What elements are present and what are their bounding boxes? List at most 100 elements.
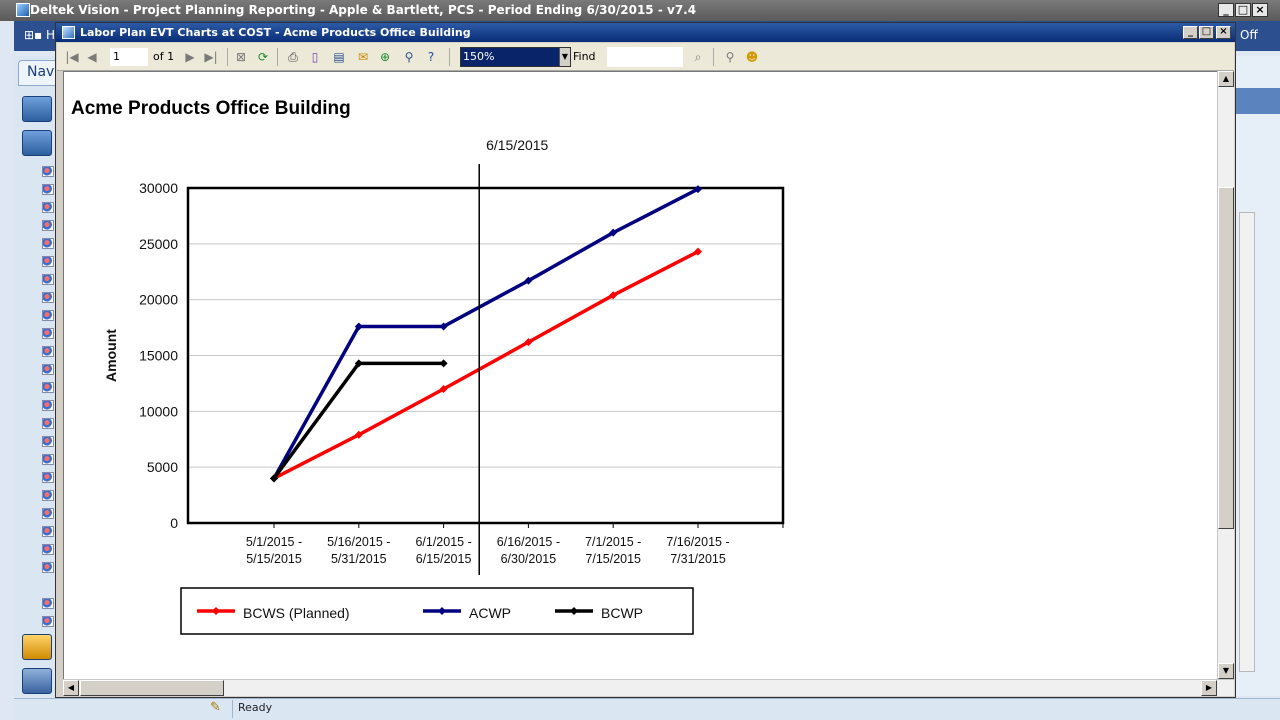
find-next-icon[interactable]: ⚲	[725, 50, 735, 64]
app-title: Deltek Vision - Project Planning Reporti…	[30, 3, 697, 17]
scroll-left-icon[interactable]: ◀	[63, 680, 79, 696]
right-toggle-label[interactable]: Off	[1240, 28, 1258, 42]
legend-label: BCWS (Planned)	[243, 605, 350, 621]
app-menu-button[interactable]: ⊞▪ H	[24, 28, 56, 42]
deltek-logo-icon	[16, 3, 30, 17]
right-panel-scrollbar[interactable]	[1239, 212, 1255, 672]
app-minimize-button[interactable]: _	[1218, 3, 1234, 17]
chevron-down-icon[interactable]: ▼	[559, 48, 570, 66]
previous-page-icon[interactable]: ◀	[87, 50, 97, 64]
viewer-title-bar[interactable]: Labor Plan EVT Charts at COST - Acme Pro…	[56, 23, 1235, 42]
status-separator	[232, 700, 233, 718]
report-item-icon[interactable]	[42, 166, 54, 177]
plot-frame	[186, 186, 785, 525]
tools-icon[interactable]	[22, 668, 52, 694]
series-line	[273, 250, 699, 480]
report-item-icon[interactable]	[42, 382, 54, 393]
export-icon[interactable]: ✉	[357, 50, 369, 64]
x-tick-label: 7/1/2015 -	[585, 535, 641, 549]
x-tick-label: 6/30/2015	[501, 552, 557, 566]
viewer-title: Labor Plan EVT Charts at COST - Acme Pro…	[80, 26, 471, 39]
page-setup-icon[interactable]: ▯	[311, 50, 319, 64]
new-document-icon[interactable]: ⊕	[379, 50, 391, 64]
legend-marker	[212, 607, 220, 615]
report-item-icon[interactable]	[42, 598, 54, 609]
refresh-icon[interactable]: ⟳	[257, 50, 269, 64]
stop-icon[interactable]: ⊠	[235, 50, 247, 64]
report-item-icon[interactable]	[42, 616, 54, 627]
app-maximize-button[interactable]: □	[1235, 3, 1251, 17]
pencil-icon: ✎	[210, 700, 221, 715]
period-marker-label: 6/15/2015	[486, 137, 548, 153]
x-tick-label: 5/15/2015	[246, 552, 302, 566]
right-panel-header	[1236, 88, 1280, 114]
legend-label: ACWP	[469, 605, 511, 621]
report-item-icon[interactable]	[42, 346, 54, 357]
report-item-icon[interactable]	[42, 292, 54, 303]
report-item-icon[interactable]	[42, 400, 54, 411]
report-item-icon[interactable]	[42, 562, 54, 573]
report-folder-icon[interactable]	[22, 96, 52, 122]
status-text: Ready	[238, 701, 273, 714]
report-item-icon[interactable]	[42, 490, 54, 501]
report-item-icon[interactable]	[42, 526, 54, 537]
report-item-icon[interactable]	[42, 238, 54, 249]
data-point	[524, 338, 533, 347]
data-point	[270, 474, 278, 483]
page-number-input[interactable]: 1	[110, 48, 148, 66]
smiley-icon[interactable]: ☻	[745, 50, 759, 64]
zoom-select[interactable]: 150%	[460, 47, 571, 67]
zoom-icon[interactable]: ⚲	[404, 50, 414, 64]
reports-icon[interactable]	[22, 130, 52, 156]
report-item-icon[interactable]	[42, 508, 54, 519]
report-item-icon[interactable]	[42, 274, 54, 285]
last-page-icon[interactable]: ▶|	[204, 50, 218, 64]
report-item-icon[interactable]	[42, 184, 54, 195]
report-item-icon[interactable]	[42, 310, 54, 321]
data-point	[439, 385, 448, 393]
horizontal-scrollbar[interactable]: ◀ ▶	[63, 679, 1234, 696]
report-item-icon[interactable]	[42, 544, 54, 555]
series-line	[272, 361, 444, 480]
toolbar-separator	[227, 48, 228, 66]
binoculars-icon[interactable]: ⌕	[694, 50, 702, 64]
scroll-up-icon[interactable]: ▲	[1218, 71, 1234, 87]
scroll-down-icon[interactable]: ▼	[1218, 663, 1234, 679]
print-icon[interactable]: ⎙	[288, 50, 298, 64]
vertical-scrollbar[interactable]: ▲ ▼	[1217, 71, 1234, 680]
report-item-icon[interactable]	[42, 418, 54, 429]
hardhat-icon[interactable]	[22, 634, 52, 660]
vertical-scroll-thumb[interactable]	[1218, 187, 1234, 529]
report-item-icon[interactable]	[42, 472, 54, 483]
x-tick-label: 7/15/2015	[585, 552, 641, 566]
find-label: Find	[573, 50, 596, 63]
report-item-icon[interactable]	[42, 256, 54, 267]
report-canvas: Acme Products Office Building 0 5000 10000…	[63, 71, 1230, 680]
viewer-close-button[interactable]: ×	[1216, 26, 1231, 39]
report-item-icon[interactable]	[42, 328, 54, 339]
help-icon[interactable]: ?	[427, 50, 435, 64]
data-point	[354, 359, 363, 368]
next-page-icon[interactable]: ▶	[185, 50, 195, 64]
evt-line-chart: 0 5000 10000 15000 20000 25000 30000 Amount 5/1/…	[103, 137, 785, 635]
scroll-right-icon[interactable]: ▶	[1201, 680, 1217, 696]
layout-icon[interactable]: ▤	[333, 50, 345, 64]
x-tick-label: 5/16/2015 -	[327, 535, 390, 549]
viewer-minimize-button[interactable]: _	[1183, 26, 1198, 39]
report-item-icon[interactable]	[42, 364, 54, 375]
report-item-icon[interactable]	[42, 436, 54, 447]
data-point	[524, 276, 533, 285]
legend-marker	[438, 607, 446, 615]
y-tick-label: 25000	[139, 236, 178, 252]
first-page-icon[interactable]: |◀	[65, 50, 79, 64]
report-item-icon[interactable]	[42, 202, 54, 213]
x-tick-label: 6/16/2015 -	[497, 535, 560, 549]
x-tick-label: 7/31/2015	[670, 552, 726, 566]
find-input[interactable]	[607, 47, 683, 67]
app-close-button[interactable]: ×	[1252, 3, 1268, 17]
viewer-maximize-button[interactable]: □	[1199, 26, 1214, 39]
report-item-icon[interactable]	[42, 454, 54, 465]
report-item-icon[interactable]	[42, 220, 54, 231]
report-viewer-window: Labor Plan EVT Charts at COST - Acme Pro…	[55, 22, 1236, 698]
horizontal-scroll-thumb[interactable]	[80, 680, 224, 696]
